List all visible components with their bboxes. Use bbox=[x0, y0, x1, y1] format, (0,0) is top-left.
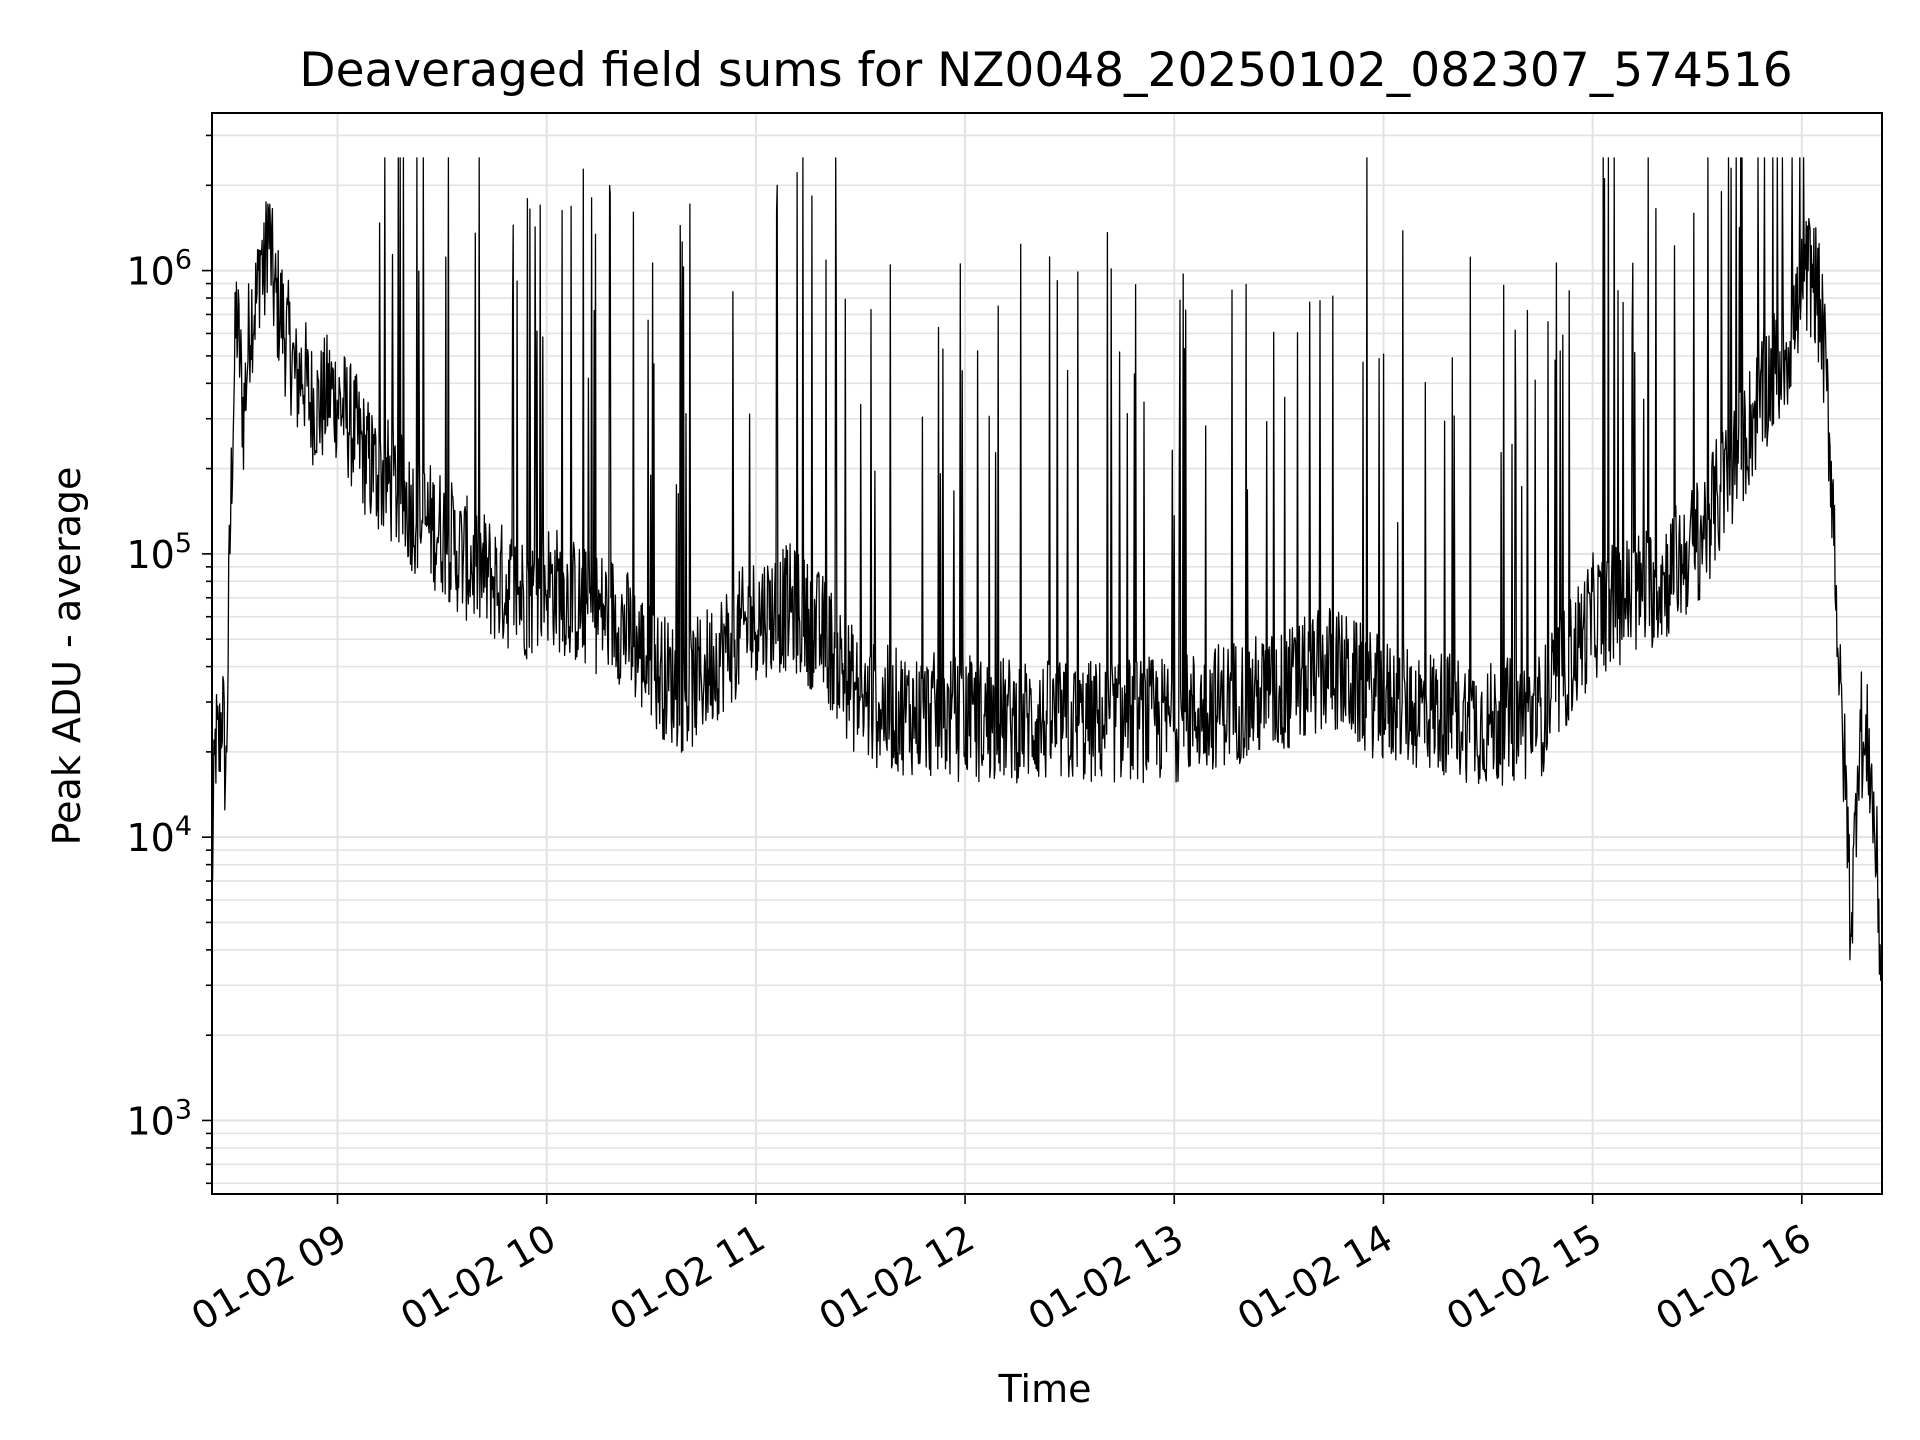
y-tick-base: 10 bbox=[126, 1099, 174, 1143]
y-tick-exponent: 5 bbox=[175, 528, 192, 559]
x-axis-label: Time bbox=[998, 1367, 1092, 1411]
y-tick-base: 10 bbox=[126, 816, 174, 860]
y-tick-exponent: 3 bbox=[175, 1094, 192, 1125]
y-axis-label: Peak ADU - average bbox=[45, 467, 89, 846]
chart-title: Deaveraged field sums for NZ0048_2025010… bbox=[299, 43, 1792, 98]
y-tick-base: 10 bbox=[126, 250, 174, 294]
y-tick-label: 105 bbox=[126, 528, 192, 577]
y-tick-exponent: 4 bbox=[175, 811, 192, 842]
y-tick-label: 104 bbox=[126, 811, 192, 860]
y-tick-exponent: 6 bbox=[175, 245, 192, 276]
y-tick-label: 103 bbox=[126, 1094, 192, 1143]
series-group bbox=[211, 157, 1883, 997]
y-tick-label: 106 bbox=[126, 245, 192, 294]
series-line bbox=[211, 157, 1883, 997]
y-tick-base: 10 bbox=[126, 533, 174, 577]
plot-frame bbox=[211, 112, 1883, 1195]
